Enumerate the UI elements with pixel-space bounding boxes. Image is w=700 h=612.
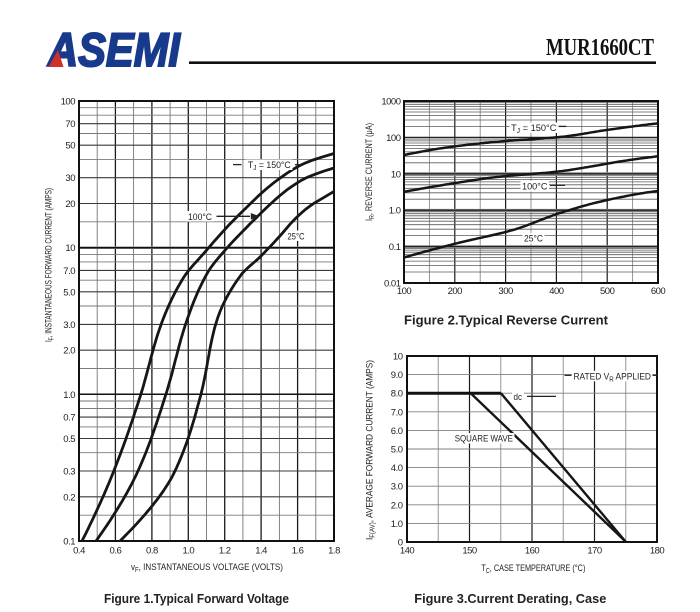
svg-text:9.0: 9.0: [391, 370, 403, 381]
svg-text:1.8: 1.8: [328, 546, 340, 557]
svg-text:600: 600: [651, 286, 666, 297]
svg-text:200: 200: [448, 286, 463, 297]
svg-text:0.5: 0.5: [63, 434, 75, 445]
svg-text:dc: dc: [514, 392, 523, 403]
svg-text:50: 50: [65, 141, 75, 152]
svg-text:140: 140: [400, 546, 415, 557]
svg-text:0.01: 0.01: [384, 279, 401, 290]
svg-text:1000: 1000: [381, 97, 400, 108]
svg-text:0.7: 0.7: [63, 413, 75, 424]
svg-text:0.1: 0.1: [389, 242, 401, 253]
svg-text:1.0: 1.0: [63, 390, 75, 401]
svg-text:1.2: 1.2: [219, 546, 231, 557]
svg-text:180: 180: [650, 546, 665, 557]
svg-text:100°C: 100°C: [522, 182, 548, 193]
svg-text:7.0: 7.0: [391, 407, 403, 418]
svg-text:160: 160: [525, 546, 540, 557]
svg-text:IF, INSTANTANEOUS FORWARD CURR: IF, INSTANTANEOUS FORWARD CURRENT (AMPS): [44, 188, 56, 342]
svg-text:3.0: 3.0: [391, 482, 403, 493]
svg-text:2.0: 2.0: [391, 500, 403, 511]
svg-text:0.6: 0.6: [110, 546, 122, 557]
svg-text:7.0: 7.0: [63, 266, 75, 277]
svg-text:25°C: 25°C: [287, 232, 304, 243]
svg-text:0.3: 0.3: [63, 467, 75, 478]
svg-text:100: 100: [397, 286, 412, 297]
svg-text:0.2: 0.2: [63, 492, 75, 503]
svg-text:RATED VR APPLIED: RATED VR APPLIED: [574, 371, 652, 383]
svg-text:6.0: 6.0: [391, 426, 403, 437]
svg-text:10: 10: [65, 243, 75, 254]
svg-text:100: 100: [386, 133, 401, 144]
svg-text:150: 150: [462, 546, 477, 557]
svg-text:4.0: 4.0: [391, 463, 403, 474]
svg-text:10: 10: [393, 352, 403, 363]
svg-text:25°C: 25°C: [524, 234, 543, 245]
svg-text:Figure 2.Typical Reverse Cur: Figure 2.Typical Reverse Current: [404, 314, 609, 328]
svg-text:TJ = 150°C: TJ = 150°C: [511, 123, 557, 135]
svg-text:1.6: 1.6: [292, 546, 304, 557]
svg-text:100: 100: [61, 97, 76, 108]
svg-text:10: 10: [391, 169, 401, 180]
svg-text:500: 500: [600, 286, 615, 297]
svg-text:2.0: 2.0: [63, 346, 75, 357]
svg-text:0.4: 0.4: [73, 546, 85, 557]
svg-text:vF, INSTANTANEOUS VOLTAGE (VOL: vF, INSTANTANEOUS VOLTAGE (VOLTS): [131, 562, 283, 574]
svg-text:IR, REVERSE CURRENT (μA): IR, REVERSE CURRENT (μA): [364, 123, 376, 221]
svg-text:20: 20: [65, 199, 75, 210]
svg-text:0: 0: [398, 538, 403, 549]
svg-text:170: 170: [587, 546, 602, 557]
svg-text:0.1: 0.1: [63, 537, 75, 548]
svg-text:1.0: 1.0: [391, 519, 403, 530]
svg-text:TJ = 150°C: TJ = 150°C: [248, 160, 291, 172]
svg-text:Figure 1.Typical Forward Vol: Figure 1.Typical Forward Voltage: [104, 592, 289, 606]
svg-text:5.0: 5.0: [391, 445, 403, 456]
svg-text:TC, CASE TEMPERATURE (°C): TC, CASE TEMPERATURE (°C): [481, 563, 585, 575]
svg-text:8.0: 8.0: [391, 389, 403, 400]
svg-text:100°C: 100°C: [188, 212, 212, 223]
svg-text:30: 30: [65, 173, 75, 184]
svg-text:0.8: 0.8: [146, 546, 158, 557]
svg-text:3.0: 3.0: [63, 320, 75, 331]
svg-text:ASEMI: ASEMI: [47, 23, 181, 76]
svg-text:Figure 3.Current Derating, C: Figure 3.Current Derating, Case: [414, 592, 606, 606]
svg-text:400: 400: [549, 286, 564, 297]
svg-text:SQUARE WAVE: SQUARE WAVE: [455, 434, 513, 445]
svg-text:1.0: 1.0: [389, 206, 401, 217]
svg-text:1.0: 1.0: [182, 546, 194, 557]
svg-text:1.4: 1.4: [255, 546, 267, 557]
svg-text:IF(AV), AVERAGE FORWARD CURREN: IF(AV), AVERAGE FORWARD CURRENT (AMPS): [365, 360, 377, 540]
svg-text:MUR1660CT: MUR1660CT: [546, 35, 654, 61]
svg-text:70: 70: [65, 119, 75, 130]
svg-text:5.0: 5.0: [63, 287, 75, 298]
svg-text:300: 300: [498, 286, 513, 297]
